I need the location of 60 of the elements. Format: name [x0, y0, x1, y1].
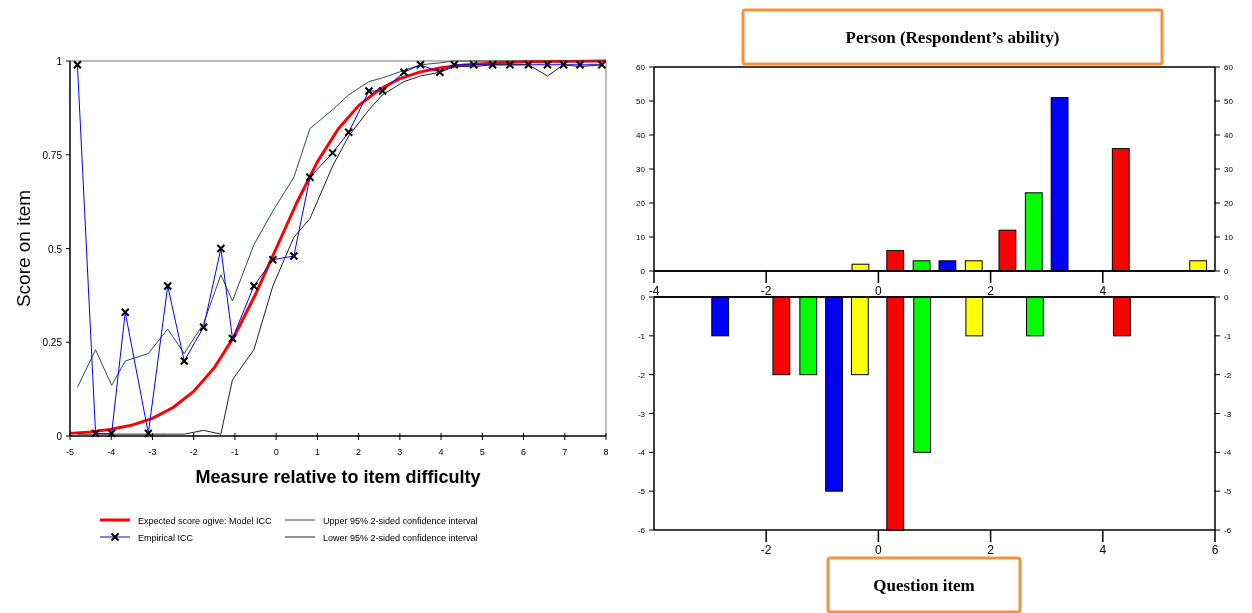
x-tick-label: 5 — [479, 447, 485, 457]
x-tick-label: -5 — [65, 447, 75, 457]
legend-label: Expected score ogive: Model ICC — [138, 515, 273, 526]
x-tick-label: 0 — [875, 284, 883, 298]
y-tick-label: 30 — [636, 165, 646, 174]
y-tick-label: 50 — [636, 97, 646, 106]
legend-label: Empirical ICC — [138, 532, 194, 543]
y2-tick-label: 10 — [1224, 233, 1234, 242]
x-tick-label: -3 — [148, 447, 157, 457]
x-tick-label: 4 — [438, 447, 444, 457]
y-tick-label: 1 — [56, 56, 63, 67]
x-tick-label: 4 — [1099, 284, 1107, 298]
x-tick-label: 6 — [521, 447, 527, 457]
x-tick-label: 3 — [397, 447, 403, 457]
y-tick-label: 40 — [636, 131, 646, 140]
y-tick-label: -3 — [637, 409, 646, 419]
y-tick-label: 60 — [636, 63, 646, 72]
y-tick-label: 10 — [636, 233, 646, 242]
text: Question item — [873, 576, 975, 595]
legend-label: Upper 95% 2-sided confidence interval — [323, 515, 478, 526]
y-tick-label: 0 — [56, 431, 63, 442]
y2-tick-label: -5 — [1224, 487, 1232, 497]
x-tick-label: 2 — [987, 284, 995, 298]
x-tick-label: 8 — [603, 447, 609, 457]
x-tick-label: 0 — [875, 543, 883, 557]
y-tick-label: 0 — [640, 267, 646, 276]
y2-tick-label: 40 — [1224, 131, 1234, 140]
y2-tick-label: 30 — [1224, 165, 1234, 174]
x-tick-label: -1 — [230, 447, 239, 457]
x-tick-label: 4 — [1099, 543, 1107, 557]
y-tick-label: -5 — [637, 487, 646, 497]
y-axis-title: Score on item — [13, 189, 34, 308]
x-tick-label: -2 — [760, 284, 772, 298]
x-tick-label: 1 — [314, 447, 320, 457]
x-tick-label: -2 — [189, 447, 198, 457]
y2-tick-label: 20 — [1224, 199, 1234, 208]
x-tick-label: 2 — [356, 447, 362, 457]
y-tick-label: -6 — [637, 526, 646, 535]
y2-tick-label: 60 — [1224, 63, 1234, 72]
x-tick-label: -2 — [760, 543, 772, 557]
chart-title: Person (Respondent’s ability) — [845, 28, 1060, 47]
y2-tick-label: 50 — [1224, 97, 1234, 106]
y-tick-label: 0.5 — [48, 243, 63, 255]
y-tick-label: -2 — [637, 370, 646, 380]
y-tick-label: 20 — [636, 199, 646, 208]
y-tick-label: -1 — [637, 331, 646, 341]
y2-tick-label: -2 — [1224, 370, 1232, 380]
y2-tick-label: -3 — [1224, 409, 1232, 419]
y2-tick-label: -1 — [1224, 331, 1232, 341]
y-tick-label: 0.25 — [42, 337, 63, 349]
x-tick-label: 7 — [562, 447, 568, 457]
y2-tick-label: 0 — [1224, 267, 1229, 276]
y-tick-label: 0.75 — [42, 149, 63, 161]
x-tick-label: 0 — [273, 447, 279, 457]
legend-label: Lower 95% 2-sided confidence interval — [323, 532, 478, 543]
x-axis-title: Measure relative to item difficulty — [195, 467, 481, 487]
y2-tick-label: -6 — [1224, 526, 1232, 535]
x-tick-label: -4 — [107, 447, 116, 457]
x-tick-label: 2 — [987, 543, 995, 557]
x-tick-label: 6 — [1211, 543, 1219, 557]
